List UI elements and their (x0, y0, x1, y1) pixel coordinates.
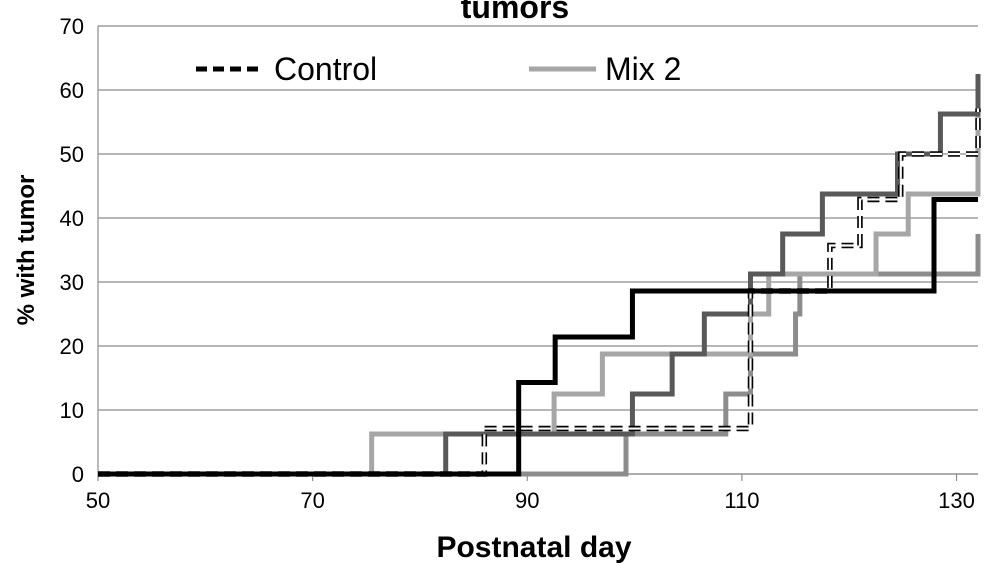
series-lines (98, 74, 981, 477)
x-axis-title: Postnatal day (436, 531, 631, 563)
legend-label-mix-2: Mix 2 (605, 51, 681, 87)
y-axis-title: % with tumor (13, 175, 40, 326)
y-tick-label: 30 (60, 270, 84, 295)
y-tick-label: 70 (60, 14, 84, 39)
x-tick-label: 130 (938, 488, 975, 513)
chart-title: tumors (461, 0, 569, 25)
legend-label-control: Control (274, 51, 377, 87)
series-line-control-inner (98, 108, 980, 476)
series-line-mix-2 (98, 114, 981, 477)
axes (97, 26, 978, 481)
x-tick-label: 50 (86, 488, 110, 513)
y-tick-label: 0 (72, 462, 84, 487)
y-tick-label: 60 (60, 78, 84, 103)
series-line-unnamed-4 (98, 234, 981, 477)
series-line-unnamed-2 (98, 196, 978, 477)
legend: Control Mix 2 (196, 51, 681, 87)
gridlines (98, 25, 978, 475)
x-tick-label: 90 (515, 488, 539, 513)
x-tick-label: 110 (724, 488, 759, 513)
x-tick-label: 70 (300, 488, 324, 513)
y-tick-label: 20 (60, 334, 84, 359)
y-tick-label: 50 (60, 142, 84, 167)
x-tick-labels: 50 70 90 110 130 (86, 488, 975, 513)
y-tick-labels: 0 10 20 30 40 50 60 70 (60, 14, 84, 487)
y-tick-label: 40 (60, 206, 84, 231)
y-tick-label: 10 (60, 398, 84, 423)
